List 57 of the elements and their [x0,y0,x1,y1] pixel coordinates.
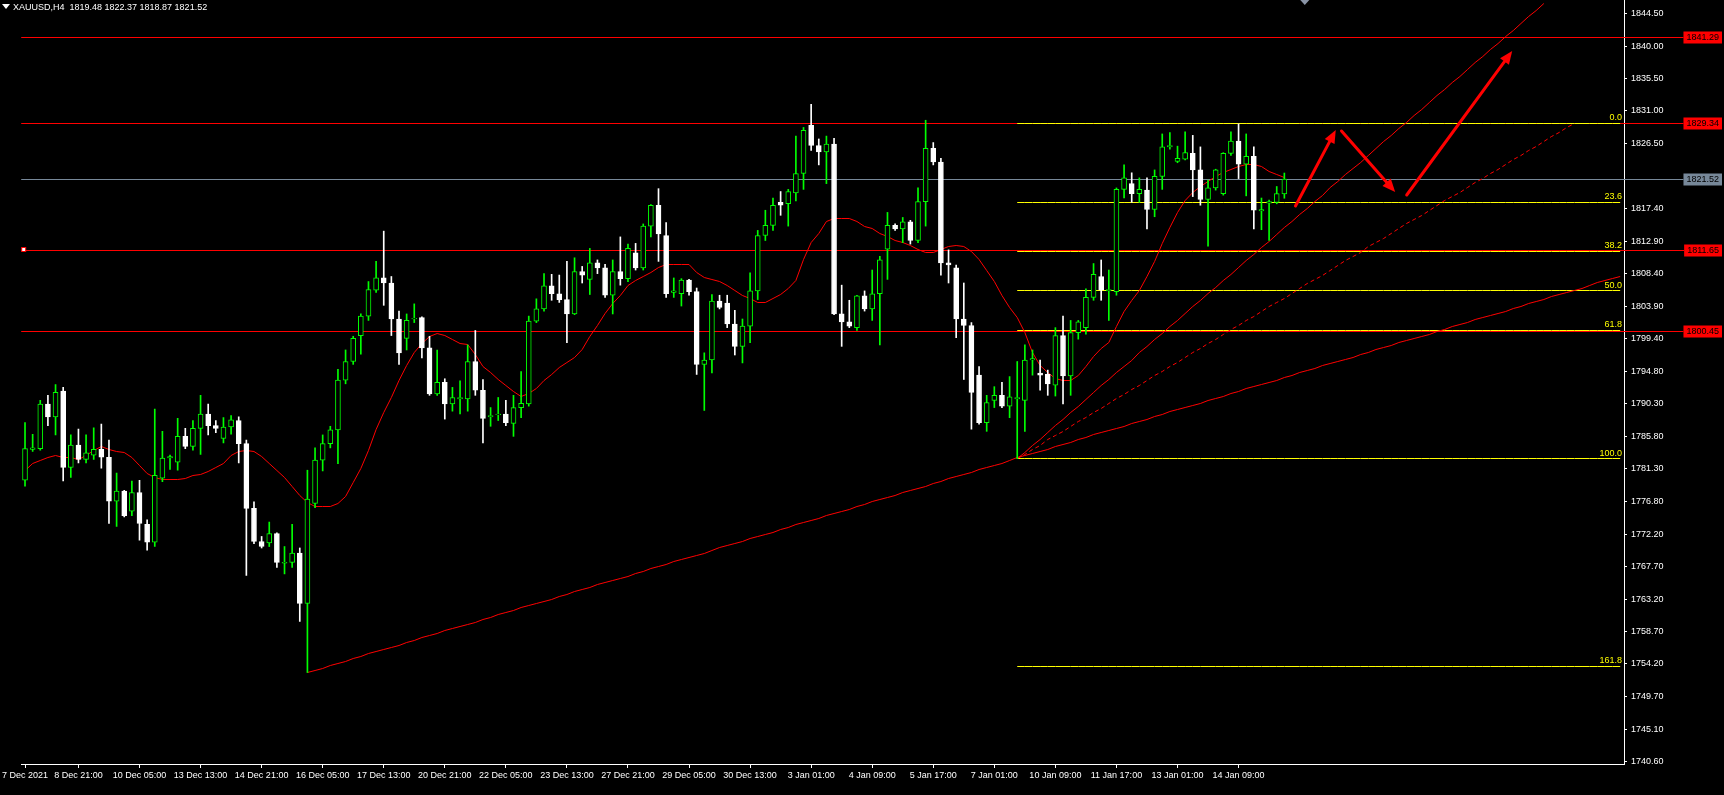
series-label: 61.8 [1604,319,1622,330]
ref-line-label: 1841.29 [1686,32,1720,43]
y-tick-label: 1812.90 [1631,235,1664,246]
ref-line-label: 1811.65 [1687,245,1720,256]
x-tick-label: 22 Dec 05:00 [479,769,533,780]
y-tick-label: 1790.30 [1631,398,1664,409]
y-tick-label: 1758.70 [1631,625,1664,636]
y-tick-label: 1740.60 [1631,756,1664,767]
y-tick-label: 1835.50 [1631,72,1664,83]
x-tick-label: 5 Jan 17:00 [909,769,957,780]
y-tick-label: 1767.70 [1631,561,1664,572]
x-tick-label: 13 Jan 01:00 [1151,769,1204,780]
y-tick-label: 1844.50 [1631,8,1664,19]
y-tick-label: 1785.80 [1631,430,1664,441]
y-tick-label: 1831.00 [1631,105,1664,116]
y-tick-label: 1840.00 [1631,40,1664,51]
x-tick-label: 4 Jan 09:00 [848,769,896,780]
x-tick-label: 8 Dec 21:00 [54,769,103,780]
x-tick-label: 3 Jan 01:00 [787,769,835,780]
x-tick-label: 14 Dec 21:00 [234,769,289,780]
y-tick-label: 1817.40 [1631,203,1664,214]
series-label: 161.8 [1599,655,1622,666]
y-tick-label: 1776.80 [1631,495,1664,506]
x-tick-label: 7 Dec 2021 [1,769,49,780]
y-tick-label: 1749.70 [1631,690,1664,701]
chart-title: XAUUSD,H4 1819.48 1822.37 1818.87 1821.52 [13,1,208,12]
x-tick-label: 30 Dec 13:00 [723,769,777,780]
ref-line-label: 1829.34 [1686,118,1720,129]
x-tick-label: 29 Dec 05:00 [662,769,716,780]
y-tick-label: 1803.90 [1631,300,1664,311]
x-tick-label: 14 Jan 09:00 [1212,769,1265,780]
y-tick-label: 1772.20 [1631,528,1664,539]
x-tick-label: 11 Jan 17:00 [1090,769,1143,780]
x-tick-label: 23 Dec 13:00 [540,769,594,780]
x-tick-label: 16 Dec 05:00 [295,769,350,780]
x-tick-label: 7 Jan 01:00 [970,769,1018,780]
y-tick-label: 1826.50 [1631,137,1664,148]
y-tick-label: 1754.20 [1631,658,1664,669]
x-tick-label: 10 Jan 09:00 [1029,769,1082,780]
y-tick-label: 1745.10 [1631,723,1664,734]
x-tick-label: 27 Dec 21:00 [601,769,655,780]
y-tick-label: 1808.40 [1631,268,1664,279]
ref-line-label: 1821.52 [1686,174,1720,185]
series-label: 100.0 [1599,447,1622,458]
y-tick-label: 1794.80 [1631,366,1664,377]
x-tick-label: 13 Dec 13:00 [173,769,228,780]
y-tick-label: 1799.40 [1631,332,1664,343]
y-tick-label: 1763.20 [1631,593,1664,604]
series-label: 23.6 [1604,191,1622,202]
series-label: 38.2 [1604,240,1622,251]
x-tick-label: 10 Dec 05:00 [112,769,167,780]
series-label: 0.0 [1609,112,1622,123]
y-tick-label: 1781.30 [1631,463,1664,474]
ref-line-label: 1800.45 [1686,326,1720,337]
series-label: 50.0 [1604,279,1622,290]
x-tick-label: 17 Dec 13:00 [356,769,411,780]
x-tick-label: 20 Dec 21:00 [418,769,472,780]
